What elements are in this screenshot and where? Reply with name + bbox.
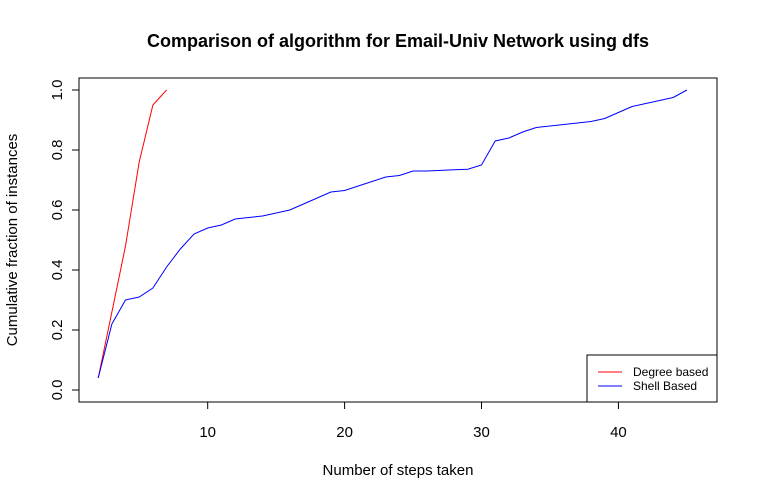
- y-tick-label: 0.0: [49, 380, 66, 401]
- y-tick-label: 0.4: [49, 260, 66, 281]
- legend-label-degree: Degree based: [633, 365, 708, 379]
- x-axis: 10 20 30 40: [199, 402, 627, 441]
- y-axis: 0.0 0.2 0.4 0.6 0.8 1.0: [49, 80, 79, 401]
- y-tick-label: 0.8: [49, 140, 66, 161]
- x-tick-label: 20: [336, 424, 353, 441]
- x-tick-label: 40: [610, 424, 627, 441]
- x-axis-label: Number of steps taken: [323, 462, 474, 479]
- chart-title: Comparison of algorithm for Email-Univ N…: [147, 31, 649, 51]
- series-line-shell-based: [97, 89, 688, 379]
- y-tick-label: 0.6: [49, 200, 66, 221]
- legend-box: [586, 354, 718, 403]
- y-tick-label: 1.0: [49, 80, 66, 101]
- series-layer: [97, 89, 688, 379]
- y-tick-label: 0.2: [49, 320, 66, 341]
- y-axis-label: Cumulative fraction of instances: [4, 134, 21, 347]
- legend-label-shell: Shell Based: [633, 379, 697, 393]
- x-tick-label: 10: [199, 424, 216, 441]
- plot-frame: [78, 77, 718, 403]
- legend: Degree based Shell Based: [586, 354, 718, 403]
- x-tick-label: 30: [473, 424, 490, 441]
- series-line-degree-based: [97, 89, 167, 379]
